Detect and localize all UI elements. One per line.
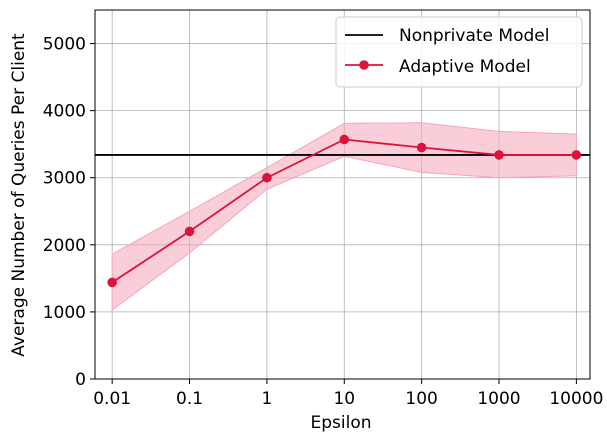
y-axis-ticks: 0 1000 2000 3000 4000 5000 xyxy=(43,35,95,390)
x-axis-label: Epsilon xyxy=(310,413,371,433)
legend: Nonprivate Model Adaptive Model xyxy=(335,16,583,88)
x-tick-label: 1 xyxy=(261,389,272,409)
data-point xyxy=(262,172,272,183)
x-tick-label: 0.01 xyxy=(93,389,131,409)
data-point xyxy=(107,277,117,288)
data-point xyxy=(184,226,195,237)
y-tick-label: 2000 xyxy=(43,236,86,256)
x-tick-label: 10000 xyxy=(549,389,603,409)
plot-frame xyxy=(94,9,591,380)
legend-label-nonprivate: Nonprivate Model xyxy=(399,26,549,46)
confidence-band xyxy=(111,122,577,311)
legend-label-adaptive: Adaptive Model xyxy=(399,57,531,77)
confidence-bands xyxy=(111,122,577,311)
series-lines xyxy=(107,134,582,288)
y-tick-label: 3000 xyxy=(43,169,86,189)
data-point xyxy=(416,142,427,153)
y-tick-label: 4000 xyxy=(43,102,86,122)
data-point xyxy=(339,134,350,145)
axes-frame xyxy=(94,9,591,380)
x-tick-label: 10 xyxy=(333,389,355,409)
y-axis-label: Average Number of Queries Per Client xyxy=(9,33,29,357)
legend-marker-adaptive xyxy=(359,60,369,70)
x-tick-label: 0.1 xyxy=(176,389,203,409)
data-point xyxy=(571,150,582,160)
data-point xyxy=(494,150,504,160)
x-tick-label: 1000 xyxy=(477,389,520,409)
y-tick-label: 0 xyxy=(75,370,86,390)
y-tick-label: 5000 xyxy=(43,35,86,55)
legend-box xyxy=(335,16,583,88)
y-tick-label: 1000 xyxy=(43,303,86,323)
x-axis-ticks: 0.01 0.1 1 10 100 1000 10000 xyxy=(93,379,603,409)
x-tick-label: 100 xyxy=(405,389,437,409)
